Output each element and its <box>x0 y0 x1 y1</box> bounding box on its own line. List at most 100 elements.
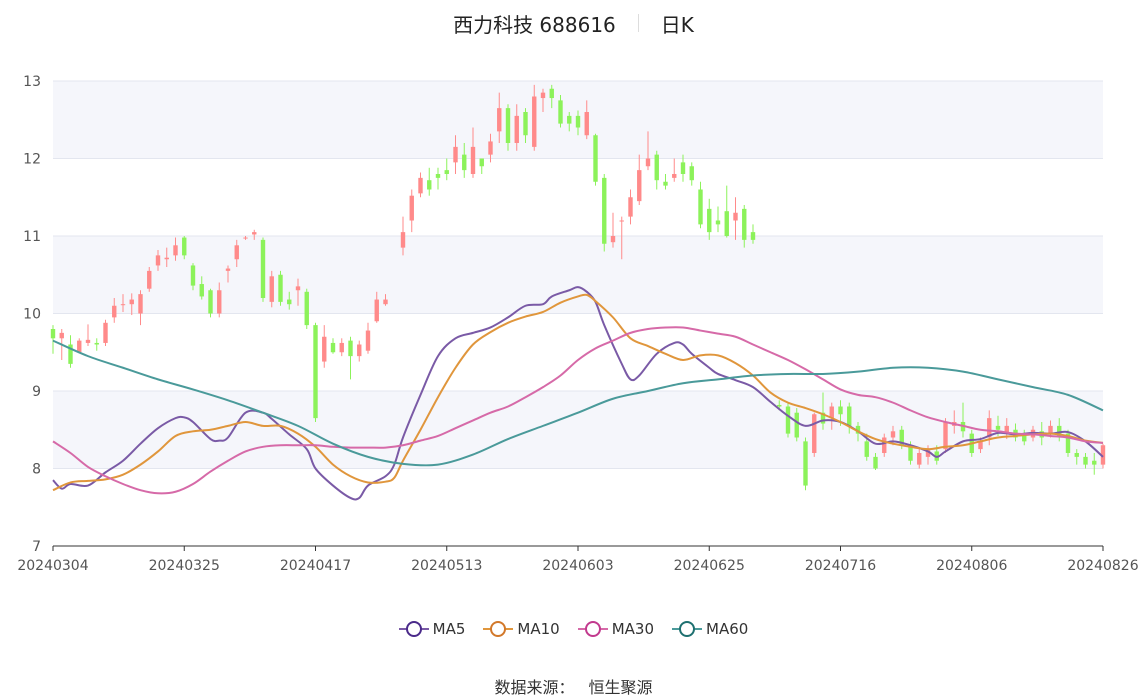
candle <box>540 88 546 112</box>
candle-body <box>190 265 196 286</box>
candle <box>269 270 274 308</box>
candle-body <box>383 299 388 305</box>
candle-body <box>514 115 519 143</box>
candle <box>523 108 528 143</box>
candle-body <box>1065 433 1071 453</box>
candle <box>549 84 554 109</box>
source-label: 数据来源： <box>494 678 575 697</box>
candle-body <box>820 412 826 424</box>
candle-body <box>549 88 554 99</box>
y-tick-label: 12 <box>23 152 41 168</box>
candle-body <box>558 100 563 124</box>
candle-body <box>260 239 266 298</box>
candle-body <box>803 441 808 486</box>
candle <box>400 216 406 256</box>
candle-body <box>785 406 791 434</box>
candle <box>217 282 222 318</box>
candle-body <box>182 237 187 256</box>
candle <box>707 198 712 240</box>
candle <box>322 325 327 368</box>
candle-body <box>724 211 729 236</box>
y-axis: 7 8 9 10 11 12 13 <box>23 74 41 555</box>
candle <box>1048 420 1053 438</box>
candle <box>505 104 511 151</box>
legend-item-ma30[interactable]: MA30 <box>577 620 654 638</box>
candle-body <box>995 425 1001 430</box>
candle-body <box>715 220 721 225</box>
ma-line-ma30 <box>52 326 1104 495</box>
candle-body <box>453 146 458 163</box>
candle-body <box>593 135 598 182</box>
candle <box>462 143 467 178</box>
candle <box>873 453 878 471</box>
x-tick-label: 20240304 <box>17 558 88 574</box>
candle-body <box>94 342 99 345</box>
candle-body <box>654 154 659 181</box>
candle-body <box>479 158 484 167</box>
legend-item-ma10[interactable]: MA10 <box>483 620 560 638</box>
candle-body <box>829 406 834 419</box>
candle-body <box>129 299 134 305</box>
candle <box>785 402 791 438</box>
candle <box>243 236 248 240</box>
candle <box>1004 418 1009 440</box>
candle <box>1065 429 1071 457</box>
candle <box>234 239 239 267</box>
header-divider <box>637 14 639 32</box>
candle-body <box>584 112 589 136</box>
candle <box>1074 449 1079 465</box>
source-value: 恒生聚源 <box>588 678 653 697</box>
candle <box>120 294 126 312</box>
candle <box>50 325 56 354</box>
candle-body <box>252 232 257 235</box>
candle <box>715 206 721 233</box>
legend-marker-icon <box>672 621 703 637</box>
candle <box>330 338 336 354</box>
candle <box>357 340 362 362</box>
candle <box>470 127 476 178</box>
candle-body <box>1048 425 1053 434</box>
candle-body <box>689 166 694 181</box>
candle-body <box>794 412 799 438</box>
candle <box>287 291 292 310</box>
candle <box>155 249 161 271</box>
candle-body <box>532 96 537 147</box>
candle-body <box>199 284 204 297</box>
candle <box>663 174 668 190</box>
candle <box>628 189 633 225</box>
candle <box>129 293 134 316</box>
candle <box>654 150 659 190</box>
candle <box>164 247 169 267</box>
candle-body <box>777 404 782 407</box>
candle-body <box>435 174 441 178</box>
candle-body <box>540 92 546 99</box>
candle-body <box>164 257 169 260</box>
candle <box>978 437 983 453</box>
candle <box>794 408 799 442</box>
candle <box>374 291 379 323</box>
legend-item-ma60[interactable]: MA60 <box>672 620 748 638</box>
candle-body <box>707 208 712 233</box>
candle-body <box>278 274 283 302</box>
candle <box>435 167 441 190</box>
candle <box>812 412 817 457</box>
period-label[interactable]: 日K <box>660 12 694 37</box>
candle <box>917 449 922 469</box>
candle-body <box>243 237 248 239</box>
candle-body <box>505 108 511 143</box>
candle-body <box>330 342 336 353</box>
candle-body <box>672 174 677 178</box>
candle-body <box>864 441 869 457</box>
candle <box>1022 429 1027 446</box>
candle-body <box>59 332 64 339</box>
candle <box>724 185 729 238</box>
candle <box>77 338 82 353</box>
candle-body <box>409 195 414 221</box>
candle-body <box>987 418 992 438</box>
candle-body <box>1057 425 1062 436</box>
candle-body <box>890 431 896 438</box>
x-tick-label: 20240603 <box>542 558 613 574</box>
candle-body <box>750 232 756 240</box>
legend-item-ma5[interactable]: MA5 <box>398 620 465 638</box>
x-tick-label: 20240625 <box>674 558 745 574</box>
